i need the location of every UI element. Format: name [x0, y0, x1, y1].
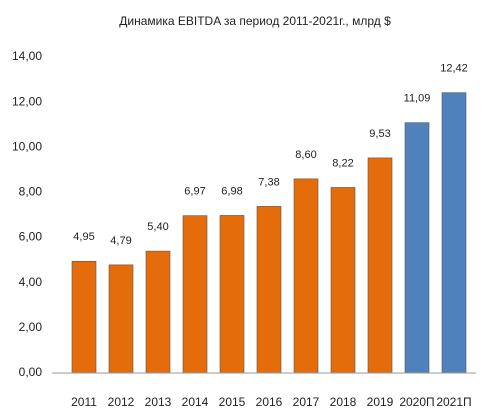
x-tick-label: 2015	[219, 395, 246, 409]
value-label: 9,53	[369, 128, 390, 140]
x-tick-label: 2016	[256, 395, 283, 409]
value-label: 8,22	[332, 157, 353, 169]
y-tick-label: 8,00	[19, 185, 43, 199]
chart-title: Динамика EBITDA за период 2011-2021г., м…	[119, 14, 391, 28]
bar	[256, 206, 282, 374]
x-tick-label: 2014	[182, 395, 209, 409]
y-tick-label: 10,00	[12, 139, 42, 153]
bar	[441, 92, 467, 374]
value-label: 6,97	[184, 186, 205, 198]
y-tick-label: 12,00	[12, 94, 42, 108]
bar	[145, 250, 171, 374]
bar	[404, 122, 430, 374]
bar	[367, 157, 393, 374]
value-label: 4,95	[73, 231, 94, 243]
value-label: 5,40	[147, 221, 168, 233]
bar	[71, 260, 97, 374]
value-label: 7,38	[258, 176, 279, 188]
value-label: 12,42	[440, 63, 468, 75]
value-label: 11,09	[404, 93, 431, 105]
x-tick-label: 2017	[293, 395, 320, 409]
y-tick-label: 0,00	[19, 365, 43, 379]
y-tick-label: 6,00	[19, 230, 43, 244]
x-tick-label: 2020П	[399, 395, 434, 409]
value-label: 6,98	[221, 185, 242, 197]
y-tick-label: 2,00	[19, 320, 43, 334]
value-label: 8,60	[295, 149, 316, 161]
bar	[182, 215, 208, 374]
x-tick-label: 2019	[367, 395, 394, 409]
bar	[108, 264, 134, 374]
bar	[219, 215, 245, 374]
value-label: 4,79	[110, 235, 131, 247]
x-tick-label: 2018	[330, 395, 357, 409]
y-tick-label: 4,00	[19, 275, 43, 289]
y-tick-label: 14,00	[12, 49, 42, 63]
x-tick-label: 2021П	[436, 395, 471, 409]
x-tick-label: 2012	[108, 395, 135, 409]
x-tick-label: 2013	[145, 395, 172, 409]
bar	[293, 178, 319, 374]
x-tick-label: 2011	[71, 395, 97, 409]
bar	[330, 187, 356, 374]
